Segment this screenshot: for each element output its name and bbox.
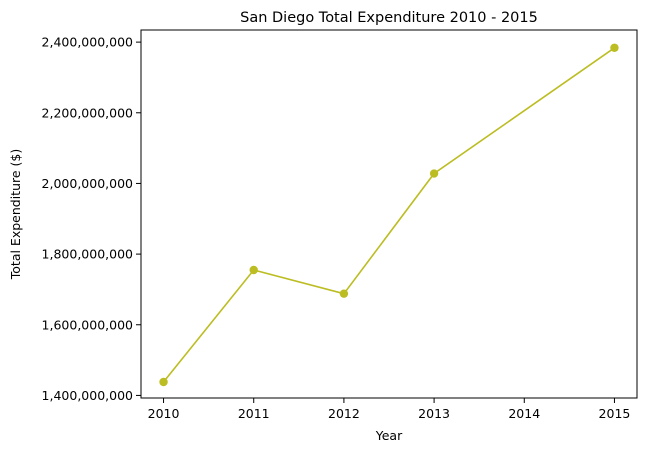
y-tick-label: 2,000,000,000 [42, 176, 133, 191]
data-point [159, 377, 168, 387]
x-tick-label: 2011 [238, 406, 270, 421]
x-tick-label: 2014 [508, 406, 540, 421]
x-tick-label: 2012 [328, 406, 360, 421]
y-tick-label: 1,600,000,000 [42, 317, 133, 332]
x-axis: 2010 2011 2012 2013 2014 2015 [148, 398, 631, 421]
x-tick-label: 2015 [599, 406, 631, 421]
data-point [339, 289, 349, 298]
chart-title: San Diego Total Expenditure 2010 - 2015 [240, 10, 538, 26]
x-tick-label: 2013 [418, 406, 450, 421]
y-axis: 1,400,000,000 1,600,000,000 1,800,000,000 2… [42, 35, 141, 403]
data-point [429, 169, 439, 178]
series-layer [159, 43, 619, 387]
y-axis-label: Total Expenditure ($) [8, 149, 23, 280]
y-tick-label: 1,800,000,000 [42, 247, 133, 262]
x-axis-label: Year [375, 428, 403, 443]
data-point [610, 43, 619, 52]
plot-frame [140, 29, 638, 399]
x-tick-label: 2010 [148, 406, 180, 421]
y-tick-label: 1,400,000,000 [42, 388, 133, 403]
y-tick-label: 2,200,000,000 [42, 105, 133, 120]
y-tick-label: 2,400,000,000 [42, 35, 133, 50]
data-point [249, 265, 258, 275]
plot-area [141, 30, 637, 398]
